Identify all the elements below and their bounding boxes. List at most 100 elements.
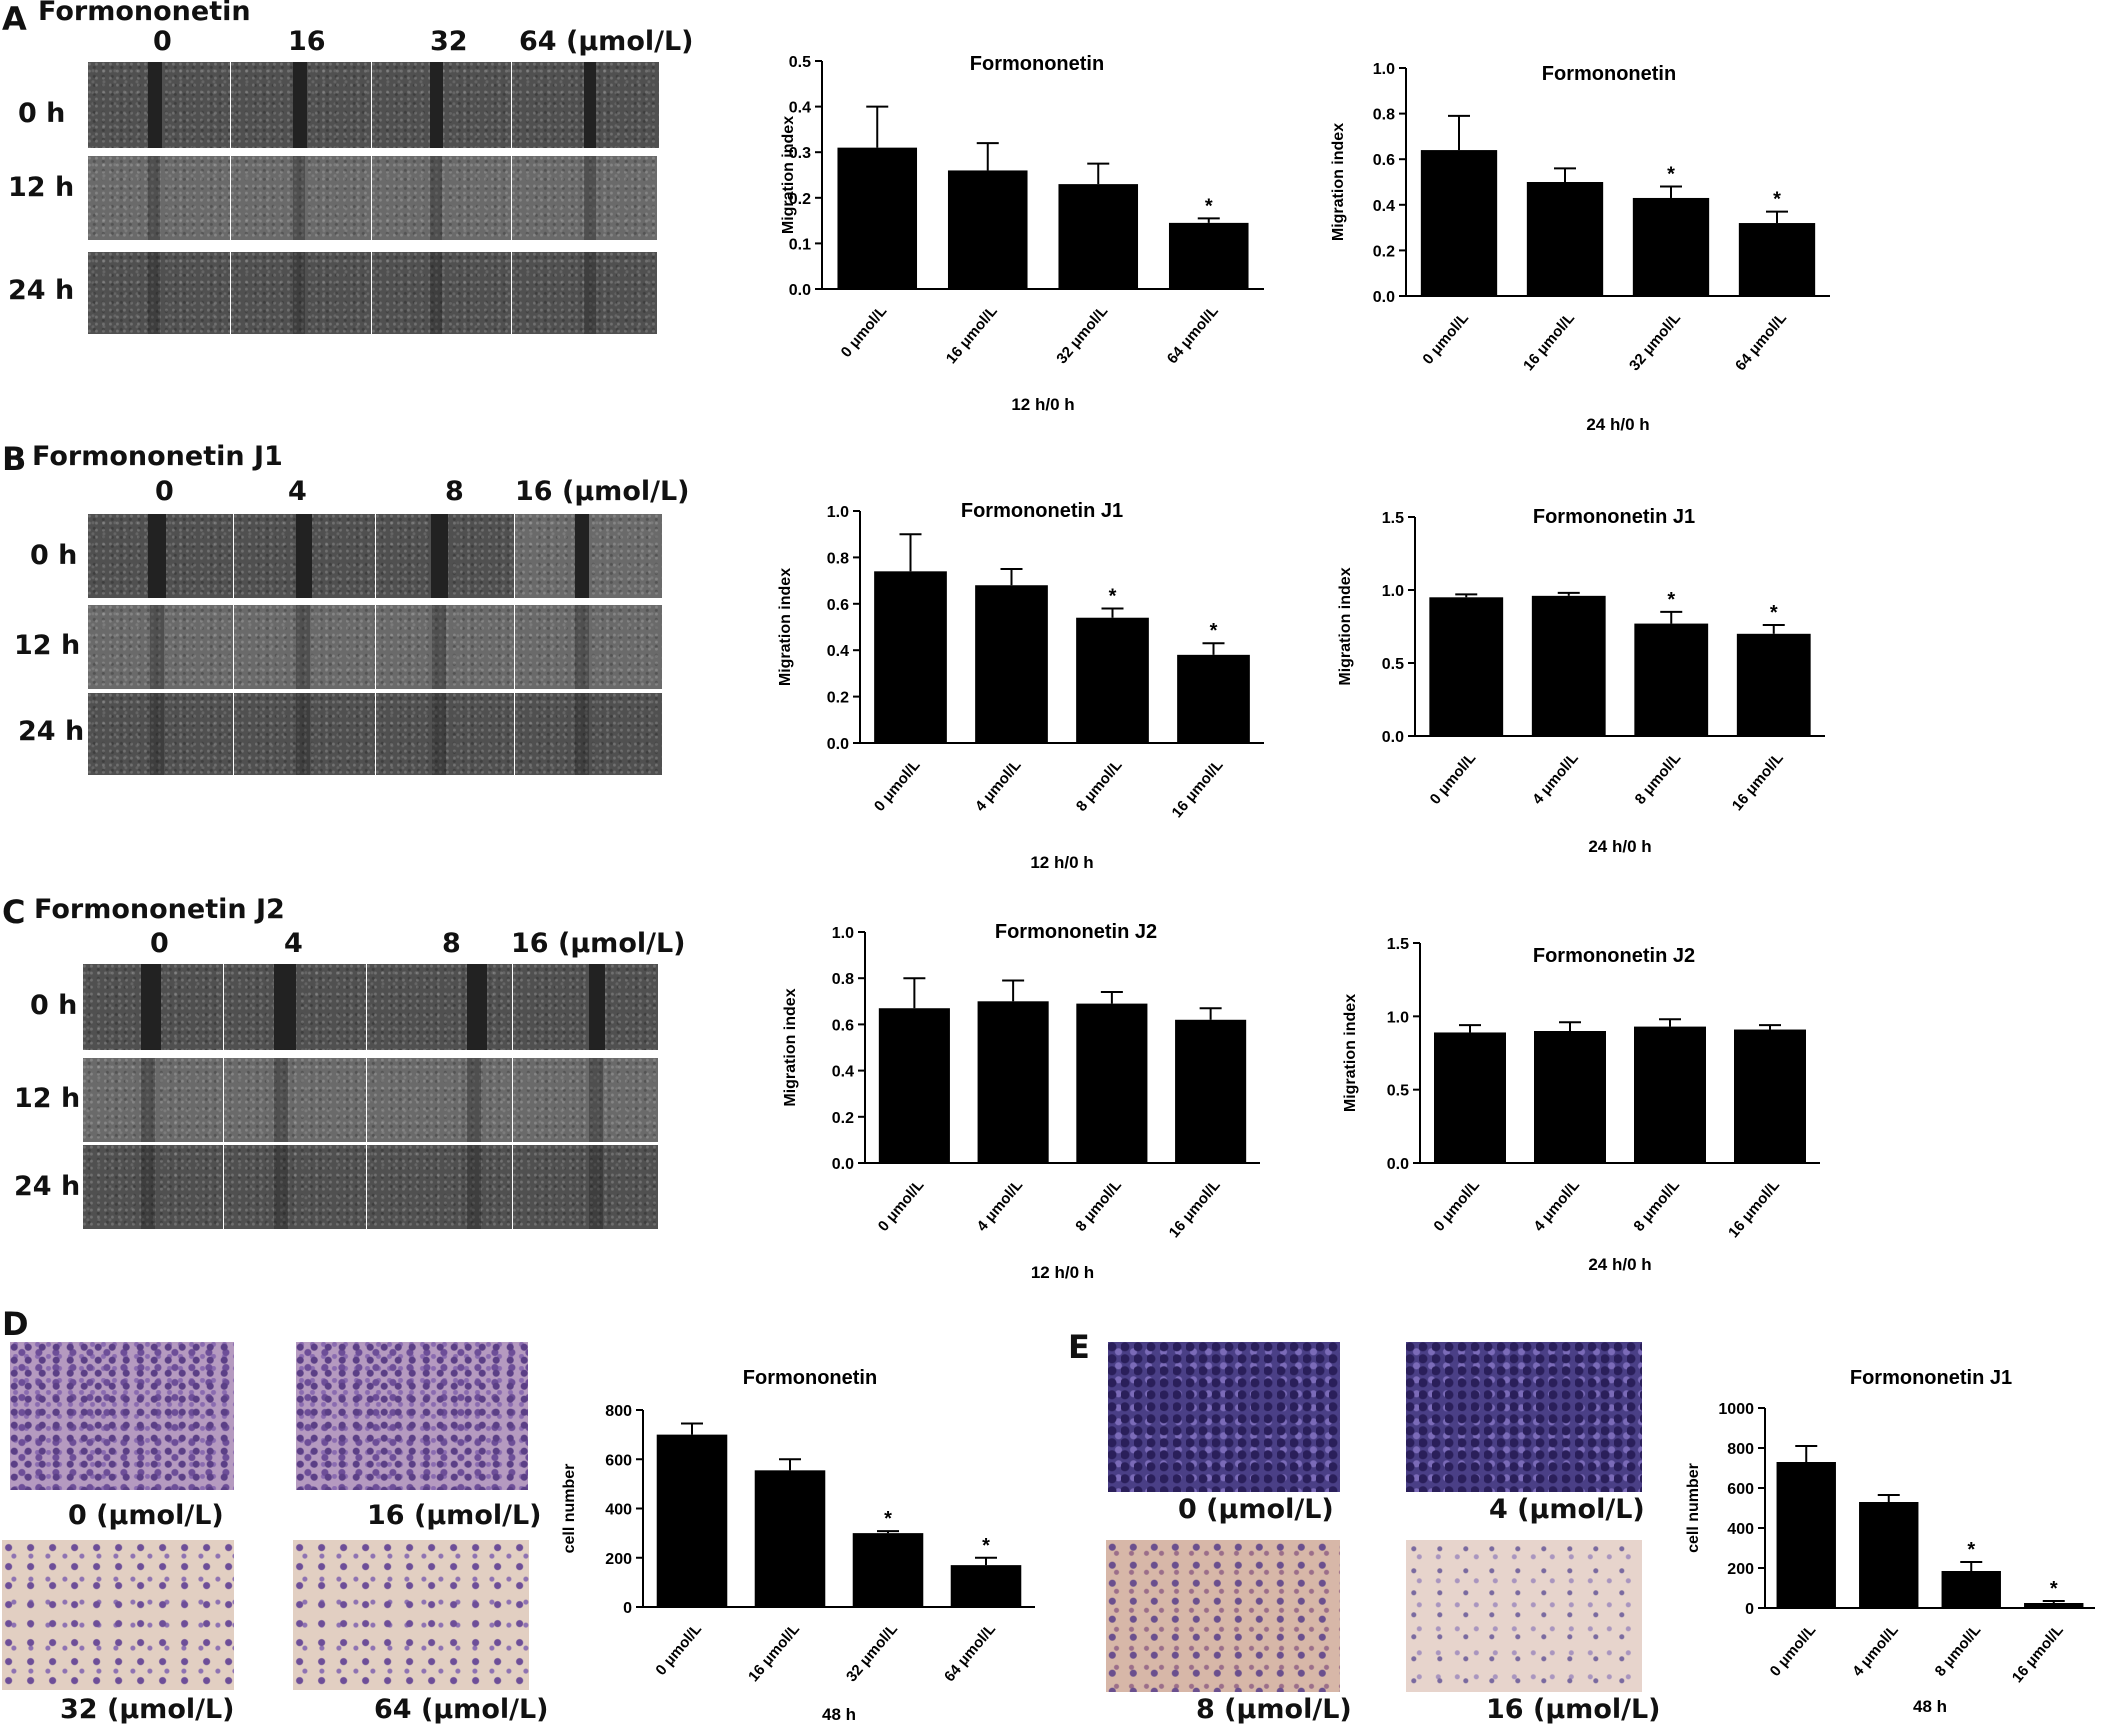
bar-chart-5: Formononetin J2 Migration index 0.0 0.2 0.4 0… <box>782 921 1260 1282</box>
row-label: 0 h <box>30 990 78 1021</box>
y-axis-label: cell number <box>561 1464 578 1554</box>
bar <box>1734 1029 1806 1163</box>
scratch-image <box>234 693 375 775</box>
row-label: 0 h <box>18 98 66 129</box>
image-caption: 32 (μmol/L) <box>60 1694 235 1725</box>
y-tick-label: 400 <box>1727 1521 1754 1538</box>
y-tick-label: 0.2 <box>1373 243 1395 260</box>
x-tick-label: 0 μmol/L <box>838 303 891 361</box>
x-tick-label: 0 μmol/L <box>1430 1177 1483 1235</box>
y-axis-label: cell number <box>1685 1463 1702 1553</box>
panel-title-a: Formononetin <box>38 0 251 27</box>
x-tick-label: 0 μmol/L <box>1427 750 1480 808</box>
transwell-image <box>1406 1342 1642 1492</box>
x-tick-label: 16 μmol/L <box>2009 1622 2067 1687</box>
y-tick-label: 0 <box>623 1600 632 1617</box>
bar <box>1429 597 1504 736</box>
y-axis-label: Migration index <box>1330 123 1347 241</box>
row-label: 0 h <box>30 540 78 571</box>
row-label: 24 h <box>8 275 75 306</box>
bar <box>1420 150 1498 296</box>
x-axis-label: 48 h <box>822 1705 856 1724</box>
significance-marker: * <box>1109 585 1117 607</box>
x-tick-label: 8 μmol/L <box>1073 757 1126 815</box>
bar <box>1634 1026 1706 1163</box>
image-caption: 16 (μmol/L) <box>1486 1694 1661 1725</box>
bar-chart-7: Formononetin cell number 0 200 400 600 800 0 μm… <box>561 1367 1035 1724</box>
bar <box>1526 182 1604 296</box>
scratch-image <box>88 252 230 334</box>
col-label: 4 <box>284 928 303 959</box>
col-label: 8 <box>445 476 464 507</box>
y-tick-label: 0.0 <box>832 1156 854 1173</box>
bar-chart-3: Formononetin J1 Migration index 0.0 0.2 0.4 0… <box>777 500 1264 872</box>
scratch-image <box>376 693 514 775</box>
col-label: 4 <box>288 476 307 507</box>
scratch-image <box>515 605 662 689</box>
scratch-image <box>88 156 230 240</box>
y-tick-label: 800 <box>605 1403 632 1420</box>
bar-chart-1: Formononetin Migration index 0.0 0.1 0.2 0.3 0… <box>780 53 1264 414</box>
image-caption: 4 (μmol/L) <box>1489 1494 1645 1525</box>
significance-marker: * <box>1205 195 1213 217</box>
bar <box>754 1470 826 1607</box>
x-tick-label: 8 μmol/L <box>1630 1177 1683 1235</box>
panel-letter-e: E <box>1068 1328 1090 1366</box>
chart-title: Formononetin <box>1542 63 1676 85</box>
y-tick-label: 0 <box>1745 1601 1754 1618</box>
y-axis-label: Migration index <box>1337 567 1354 685</box>
y-tick-label: 0.2 <box>832 1110 854 1127</box>
bar <box>852 1533 924 1607</box>
scratch-image <box>513 1145 658 1229</box>
bar-chart-8: Formononetin J1 cell number 0 200 400 600 800 1… <box>1685 1367 2095 1716</box>
col-label: 32 <box>430 26 468 57</box>
bar-chart-6: Formononetin J2 Migration index 0.0 0.5 1.0 1… <box>1342 936 1820 1274</box>
y-tick-label: 0.1 <box>789 236 811 253</box>
chart-title: Formononetin J1 <box>1850 1367 2012 1389</box>
significance-marker: * <box>1770 602 1778 624</box>
y-tick-label: 0.0 <box>789 282 811 299</box>
scratch-image <box>513 1058 658 1142</box>
col-label: 0 <box>150 928 169 959</box>
y-tick-label: 0.8 <box>827 550 849 567</box>
scratch-image <box>515 514 662 598</box>
transwell-image <box>1106 1540 1340 1692</box>
bar <box>1177 654 1250 743</box>
x-tick-label: 0 μmol/L <box>875 1177 928 1235</box>
bar-chart-4: Formononetin J1 Migration index 0.0 0.5 1.0 1… <box>1337 506 1825 856</box>
transwell-image <box>2 1540 234 1690</box>
y-tick-label: 200 <box>605 1551 632 1568</box>
image-caption: 8 (μmol/L) <box>1196 1694 1352 1725</box>
bar <box>874 571 947 743</box>
y-tick-label: 0.4 <box>832 1064 854 1081</box>
chart-title: Formononetin <box>970 53 1104 75</box>
scratch-image <box>88 693 233 775</box>
y-tick-label: 1.0 <box>1373 61 1395 78</box>
bar <box>878 1008 950 1163</box>
scratch-image <box>372 156 511 240</box>
image-caption: 64 (μmol/L) <box>374 1694 549 1725</box>
chart-title: Formononetin J2 <box>1533 945 1695 967</box>
x-tick-label: 16 μmol/L <box>1725 1177 1783 1242</box>
scratch-image <box>88 605 233 689</box>
row-label: 24 h <box>18 716 85 747</box>
x-tick-label: 64 μmol/L <box>1732 310 1790 375</box>
x-tick-label: 16 μmol/L <box>1520 310 1578 375</box>
x-tick-label: 16 μmol/L <box>1169 757 1227 822</box>
bar <box>1531 595 1606 736</box>
scratch-image <box>83 1058 223 1142</box>
bar <box>1076 1003 1148 1163</box>
x-axis-label: 24 h/0 h <box>1586 415 1649 434</box>
row-label: 12 h <box>14 630 81 661</box>
bar <box>656 1434 728 1607</box>
panel-title-b: Formononetin J1 <box>32 441 283 472</box>
transwell-image <box>1406 1540 1642 1692</box>
x-tick-label: 16 μmol/L <box>943 303 1001 368</box>
bar <box>975 585 1048 743</box>
image-caption: 16 (μmol/L) <box>367 1500 542 1531</box>
y-tick-label: 800 <box>1727 1441 1754 1458</box>
y-tick-label: 200 <box>1727 1561 1754 1578</box>
y-tick-label: 1.0 <box>832 925 854 942</box>
x-tick-label: 8 μmol/L <box>1632 750 1685 808</box>
